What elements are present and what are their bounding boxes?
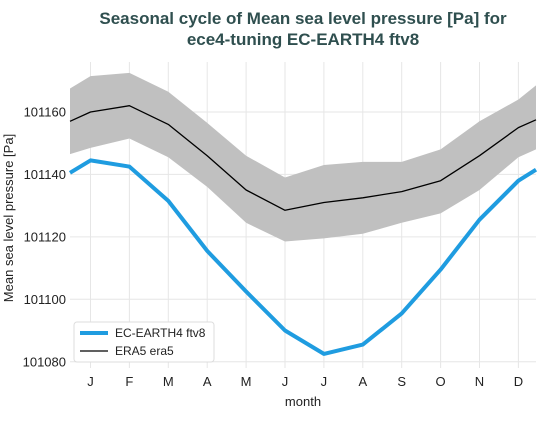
series-lines [68,105,538,356]
ec-earth4-line [68,158,538,356]
legend-box [73,321,215,363]
y-tick-label: 101120 [24,229,66,244]
legend-label-ec-earth4: EC-EARTH4 ftv8 [115,326,206,340]
legend: EC-EARTH4 ftv8 ERA5 era5 [73,321,215,363]
x-tick-label: A [358,374,367,389]
x-tick-label: O [436,374,446,389]
x-tick-label: J [87,374,94,389]
y-tick-label: 101160 [24,104,66,119]
y-tick-label: 101100 [24,292,66,307]
x-tick-label: S [397,374,406,389]
x-tick-label: F [125,374,133,389]
y-axis-label: Mean sea level pressure [Pa] [1,134,16,302]
chart-title-line-1: Seasonal cycle of Mean sea level pressur… [99,9,507,28]
x-tick-label: J [321,374,328,389]
x-tick-label: J [282,374,289,389]
legend-label-era5: ERA5 era5 [115,344,174,358]
x-tick-label: M [241,374,252,389]
chart-title-line-2: ece4-tuning EC-EARTH4 ftv8 [187,30,419,49]
x-tick-label: A [203,374,212,389]
x-tick-label: N [475,374,484,389]
x-tick-label: M [163,374,174,389]
x-axis-label: month [285,394,321,409]
y-tick-labels: 101080 101100 101120 101140 101160 [23,104,66,369]
uncertainty-band [70,72,536,242]
y-tick-label: 101140 [24,167,66,182]
x-tick-label: D [514,374,523,389]
y-tick-label: 101080 [23,354,66,369]
era5-spread-band [70,72,536,242]
era5-line [69,105,537,211]
